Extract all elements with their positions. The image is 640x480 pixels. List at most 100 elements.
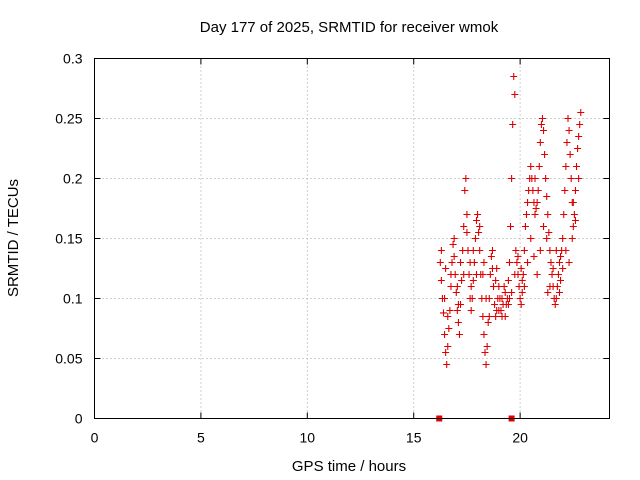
data-point [454, 319, 462, 326]
data-point [493, 265, 501, 272]
data-point [574, 145, 582, 152]
data-point [513, 259, 521, 266]
data-point [554, 271, 562, 278]
data-point [510, 73, 518, 80]
data-point [559, 235, 567, 242]
data-point [444, 313, 452, 320]
data-point [505, 295, 513, 302]
data-point [443, 361, 451, 368]
data-point [498, 295, 506, 302]
data-point [544, 211, 552, 218]
data-point [538, 115, 546, 122]
y-tick-label: 0.3 [63, 51, 83, 67]
data-point [553, 283, 561, 290]
data-point [475, 229, 483, 236]
data-point [481, 349, 489, 356]
data-point [544, 289, 552, 296]
data-point [514, 253, 522, 260]
data-points [436, 73, 585, 422]
data-point [462, 175, 470, 182]
y-tick-labels: 0 0.05 0.1 0.15 0.2 0.25 0.3 [55, 51, 82, 427]
data-point [557, 253, 565, 260]
data-point [517, 301, 525, 308]
data-point [551, 301, 559, 308]
data-point [450, 253, 458, 260]
data-point [463, 211, 471, 218]
data-point [571, 187, 579, 194]
data-point [453, 307, 461, 314]
data-point [577, 109, 585, 116]
data-point [576, 121, 584, 128]
data-point [509, 121, 517, 128]
data-point [523, 211, 531, 218]
data-point [441, 331, 449, 338]
data-point [569, 199, 577, 206]
data-point [495, 307, 503, 314]
data-point [534, 187, 542, 194]
data-point [521, 223, 529, 230]
data-point [573, 163, 581, 170]
data-point [524, 259, 532, 266]
data-point [476, 247, 484, 254]
data-point [536, 139, 544, 146]
y-tick-label: 0 [75, 411, 83, 427]
x-tick-label: 15 [406, 430, 422, 446]
data-point [460, 223, 468, 230]
grid-lines [94, 58, 610, 419]
data-point [527, 163, 535, 170]
data-point [520, 283, 528, 290]
data-point [547, 259, 555, 266]
data-point [575, 133, 583, 140]
y-tick-label: 0.15 [55, 231, 82, 247]
data-point [557, 277, 565, 284]
data-point [457, 259, 465, 266]
data-point [560, 211, 568, 218]
data-point [524, 199, 532, 206]
data-point [476, 223, 484, 230]
data-point [531, 211, 539, 218]
data-point [567, 175, 575, 182]
data-point [453, 283, 461, 290]
data-point [450, 235, 458, 242]
data-point [505, 259, 513, 266]
data-point [442, 349, 450, 356]
x-axis-label: GPS time / hours [292, 458, 406, 475]
data-point [452, 289, 460, 296]
data-point [507, 223, 515, 230]
data-point [469, 247, 477, 254]
data-point [446, 307, 454, 314]
data-point [487, 253, 495, 260]
data-point [466, 259, 474, 266]
data-point [437, 247, 445, 254]
x-tick-label: 5 [197, 430, 205, 446]
data-point [467, 307, 475, 314]
data-point [444, 343, 452, 350]
data-point [458, 277, 466, 284]
data-point [530, 253, 538, 260]
data-point [463, 229, 471, 236]
data-point [563, 139, 571, 146]
data-point [480, 259, 488, 266]
data-point [535, 163, 543, 170]
data-point [537, 121, 545, 128]
data-point [566, 151, 574, 158]
chart-title: Day 177 of 2025, SRMTID for receiver wmo… [200, 19, 499, 36]
data-point [437, 277, 445, 284]
data-point [549, 265, 557, 272]
data-point [460, 271, 468, 278]
data-point [511, 91, 519, 98]
data-point [479, 313, 487, 320]
data-point [540, 223, 548, 230]
data-point [559, 265, 567, 272]
data-point [461, 187, 469, 194]
data-point [536, 247, 544, 254]
data-point [552, 247, 560, 254]
data-point [479, 271, 487, 278]
data-point [516, 295, 524, 302]
data-point [504, 277, 512, 284]
data-point [455, 331, 463, 338]
data-point [449, 241, 457, 248]
data-point [440, 309, 448, 317]
data-point [469, 277, 477, 284]
data-point [445, 325, 453, 332]
